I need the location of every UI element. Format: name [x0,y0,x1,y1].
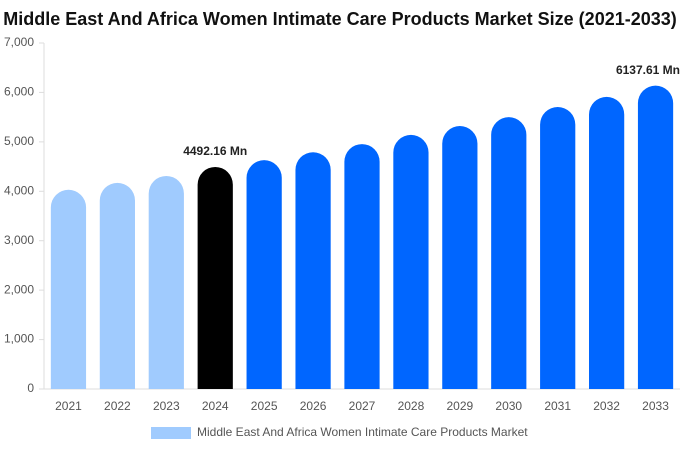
legend-swatch [151,427,191,439]
x-tick-label: 2033 [642,399,669,413]
bar [393,134,429,389]
legend-label: Middle East And Africa Women Intimate Ca… [197,425,528,439]
chart-title: Middle East And Africa Women Intimate Ca… [3,9,677,29]
bar [491,117,527,389]
x-tick-label: 2024 [202,399,229,413]
bar [540,107,576,389]
x-tick-label: 2023 [153,399,180,413]
y-tick-label: 4,000 [4,183,34,197]
bar [197,166,233,389]
y-tick-label: 2,000 [4,282,34,296]
x-tick-label: 2025 [251,399,278,413]
bar [50,189,87,389]
y-tick-label: 0 [27,381,34,395]
x-tick-label: 2031 [544,399,571,413]
x-tick-label: 2027 [349,399,376,413]
x-tick-label: 2022 [104,399,131,413]
bar [589,96,625,389]
y-tick-label: 7,000 [4,35,34,49]
y-tick-label: 5,000 [4,134,34,148]
value-label: 6137.61 Mn [616,63,680,77]
bar [246,160,282,389]
x-tick-label: 2030 [495,399,522,413]
bar [637,85,674,389]
y-tick-label: 1,000 [4,332,34,346]
bar [442,126,478,390]
bar [295,152,331,389]
x-tick-label: 2032 [593,399,620,413]
value-label: 4492.16 Mn [183,144,247,158]
x-tick-label: 2026 [300,399,327,413]
x-tick-label: 2029 [446,399,473,413]
bar [344,144,380,389]
y-tick-label: 6,000 [4,85,34,99]
y-tick-label: 3,000 [4,233,34,247]
x-tick-label: 2028 [398,399,425,413]
x-tick-label: 2021 [55,399,82,413]
bar [99,182,135,389]
bar [148,175,184,389]
